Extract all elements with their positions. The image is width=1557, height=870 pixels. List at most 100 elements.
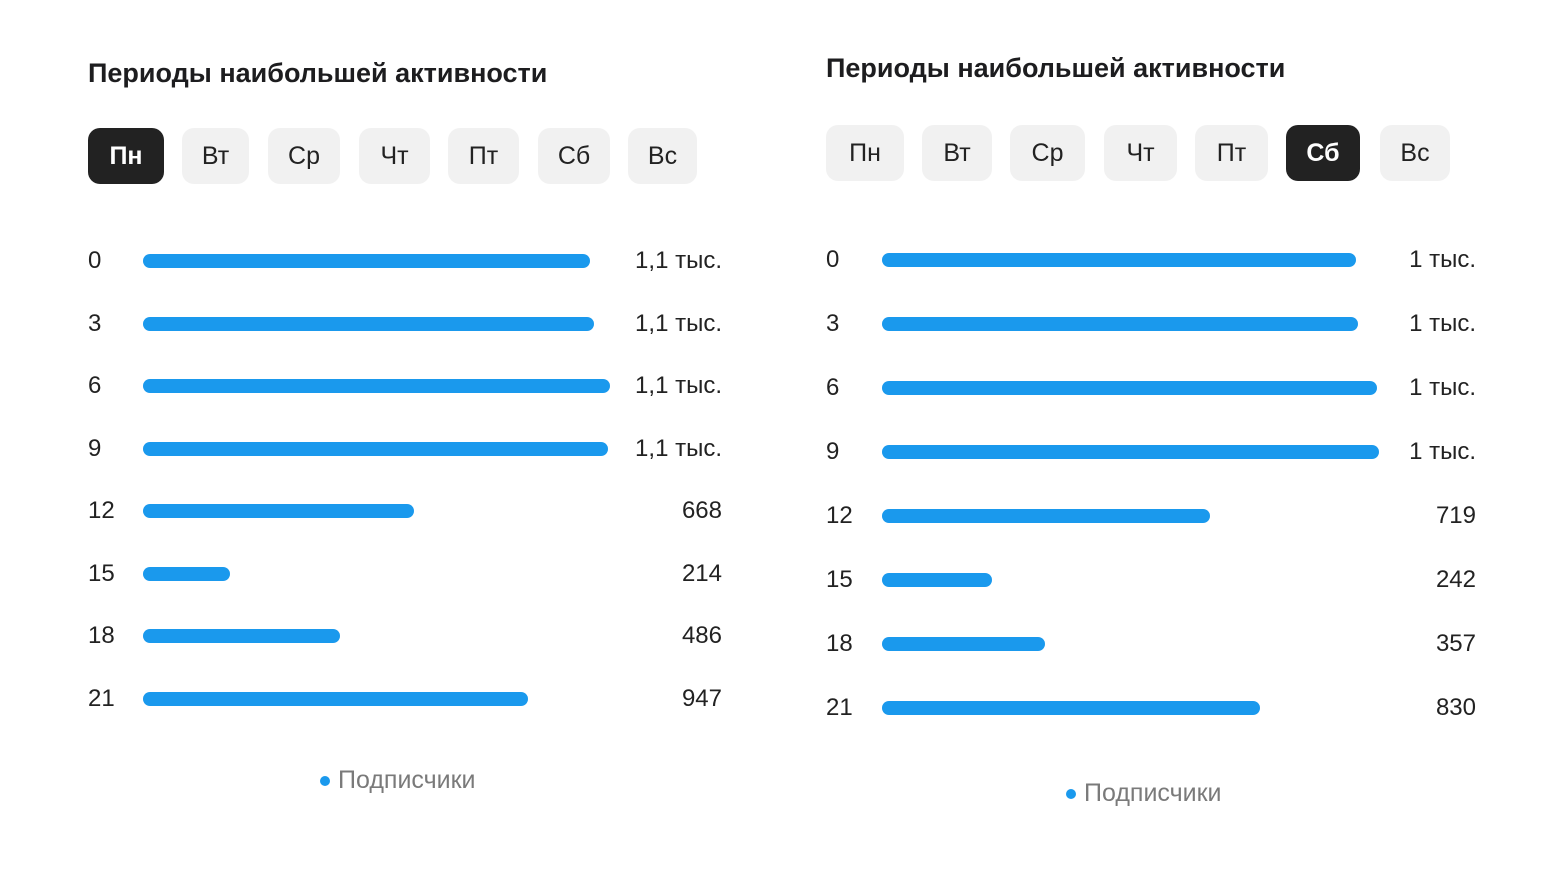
- hour-label: 6: [88, 372, 102, 399]
- legend: Подписчики: [1066, 779, 1222, 808]
- hour-label: 9: [826, 438, 840, 465]
- bar-row: 6 1 тыс.: [826, 373, 1476, 403]
- activity-bar: [143, 441, 608, 456]
- activity-bar: [143, 379, 610, 393]
- bar-track: [882, 381, 1379, 395]
- activity-bar: [882, 637, 1045, 651]
- hour-label: 18: [826, 630, 853, 657]
- day-tab-5[interactable]: Сб: [1286, 125, 1360, 181]
- hour-label: 0: [826, 246, 840, 273]
- day-tab-0[interactable]: Пн: [826, 125, 904, 181]
- bar-row: 21 830: [826, 693, 1476, 723]
- activity-bar: [882, 573, 993, 587]
- bar-value-label: 1,1 тыс.: [635, 309, 722, 337]
- activity-panel-saturday: Периоды наибольшей активности Пн Вт Ср Чт Пт…: [826, 53, 1486, 813]
- bar-value-label: 1 тыс.: [1409, 310, 1476, 337]
- hour-label: 12: [826, 502, 853, 529]
- activity-bar: [143, 254, 590, 268]
- day-tab-2[interactable]: Ср: [1010, 125, 1085, 181]
- bar-value-label: 1,1 тыс.: [635, 247, 722, 274]
- bar-track: [882, 701, 1379, 715]
- activity-bar: [143, 691, 528, 706]
- bar-row: 12 668: [88, 496, 722, 526]
- day-tab-3[interactable]: Чт: [1104, 125, 1177, 181]
- bar-value-label: 1 тыс.: [1409, 438, 1476, 465]
- bar-value-label: 1,1 тыс.: [635, 434, 722, 462]
- day-tab-1[interactable]: Вт: [182, 128, 249, 184]
- activity-panel-monday: Периоды наибольшей активности Пн Вт Ср Чт Пт…: [88, 58, 728, 798]
- bar-track: [143, 379, 610, 393]
- bar-row: 21 947: [88, 684, 722, 714]
- bar-value-label: 242: [1435, 566, 1476, 593]
- activity-bar: [143, 316, 594, 331]
- day-tab-3[interactable]: Чт: [359, 128, 430, 184]
- bar-row: 15 214: [88, 559, 722, 589]
- bar-value-label: 947: [681, 684, 722, 712]
- bar-value-label: 214: [681, 559, 722, 587]
- bar-row: 15 242: [826, 565, 1476, 595]
- hour-label: 12: [88, 497, 115, 524]
- legend-dot-icon: [320, 775, 330, 786]
- bar-track: [882, 637, 1379, 651]
- bar-value-label: 1,1 тыс.: [635, 372, 722, 399]
- activity-bar: [143, 504, 415, 518]
- bar-row: 0 1,1 тыс.: [88, 246, 722, 276]
- activity-bar: [882, 509, 1210, 523]
- activity-bar: [882, 381, 1377, 395]
- activity-bar: [143, 566, 230, 581]
- hour-label: 18: [88, 622, 115, 649]
- day-tab-4[interactable]: Пт: [1195, 125, 1268, 181]
- bar-track: [882, 445, 1379, 459]
- bar-track: [882, 317, 1379, 331]
- bar-row: 12 719: [826, 501, 1476, 531]
- bar-row: 18 357: [826, 629, 1476, 659]
- bar-track: [143, 504, 610, 518]
- day-tab-4[interactable]: Пт: [448, 128, 519, 184]
- legend-label: Подписчики: [338, 766, 476, 794]
- legend: Подписчики: [320, 766, 476, 795]
- bar-value-label: 357: [1435, 630, 1476, 657]
- day-tab-6[interactable]: Вс: [628, 128, 697, 184]
- bar-value-label: 719: [1435, 502, 1476, 529]
- bar-track: [143, 441, 610, 456]
- activity-bar: [882, 445, 1379, 459]
- panel-title: Периоды наибольшей активности: [88, 58, 548, 88]
- bar-row: 6 1,1 тыс.: [88, 371, 722, 401]
- hour-label: 0: [88, 247, 102, 274]
- bar-row: 3 1,1 тыс.: [88, 309, 722, 339]
- activity-bar: [143, 629, 341, 643]
- legend-label: Подписчики: [1084, 779, 1222, 807]
- bar-track: [143, 629, 610, 643]
- bar-value-label: 668: [681, 497, 722, 524]
- bar-track: [143, 691, 610, 706]
- bar-row: 0 1 тыс.: [826, 245, 1476, 275]
- hour-label: 3: [88, 309, 102, 337]
- day-tab-5[interactable]: Сб: [538, 128, 610, 184]
- legend-dot-icon: [1066, 788, 1076, 799]
- activity-bar: [882, 317, 1359, 331]
- hour-label: 21: [826, 694, 853, 721]
- bar-track: [143, 316, 610, 331]
- day-tab-0[interactable]: Пн: [88, 128, 164, 184]
- panel-title: Периоды наибольшей активности: [826, 53, 1286, 83]
- day-tab-2[interactable]: Ср: [268, 128, 340, 184]
- bar-track: [143, 566, 610, 581]
- hour-label: 21: [88, 684, 115, 712]
- day-tab-6[interactable]: Вс: [1380, 125, 1450, 181]
- bar-value-label: 830: [1435, 694, 1476, 721]
- activity-bar: [882, 253, 1357, 267]
- bar-row: 9 1 тыс.: [826, 437, 1476, 467]
- hour-label: 9: [88, 434, 102, 462]
- bar-track: [882, 573, 1379, 587]
- bar-row: 18 486: [88, 621, 722, 651]
- day-tab-1[interactable]: Вт: [922, 125, 992, 181]
- activity-bar: [882, 701, 1261, 715]
- hour-label: 3: [826, 310, 840, 337]
- bar-value-label: 486: [681, 622, 722, 649]
- bar-value-label: 1 тыс.: [1409, 374, 1476, 401]
- bar-row: 9 1,1 тыс.: [88, 434, 722, 464]
- hour-label: 15: [88, 559, 115, 587]
- bar-row: 3 1 тыс.: [826, 309, 1476, 339]
- bar-track: [882, 509, 1379, 523]
- bar-value-label: 1 тыс.: [1409, 246, 1476, 273]
